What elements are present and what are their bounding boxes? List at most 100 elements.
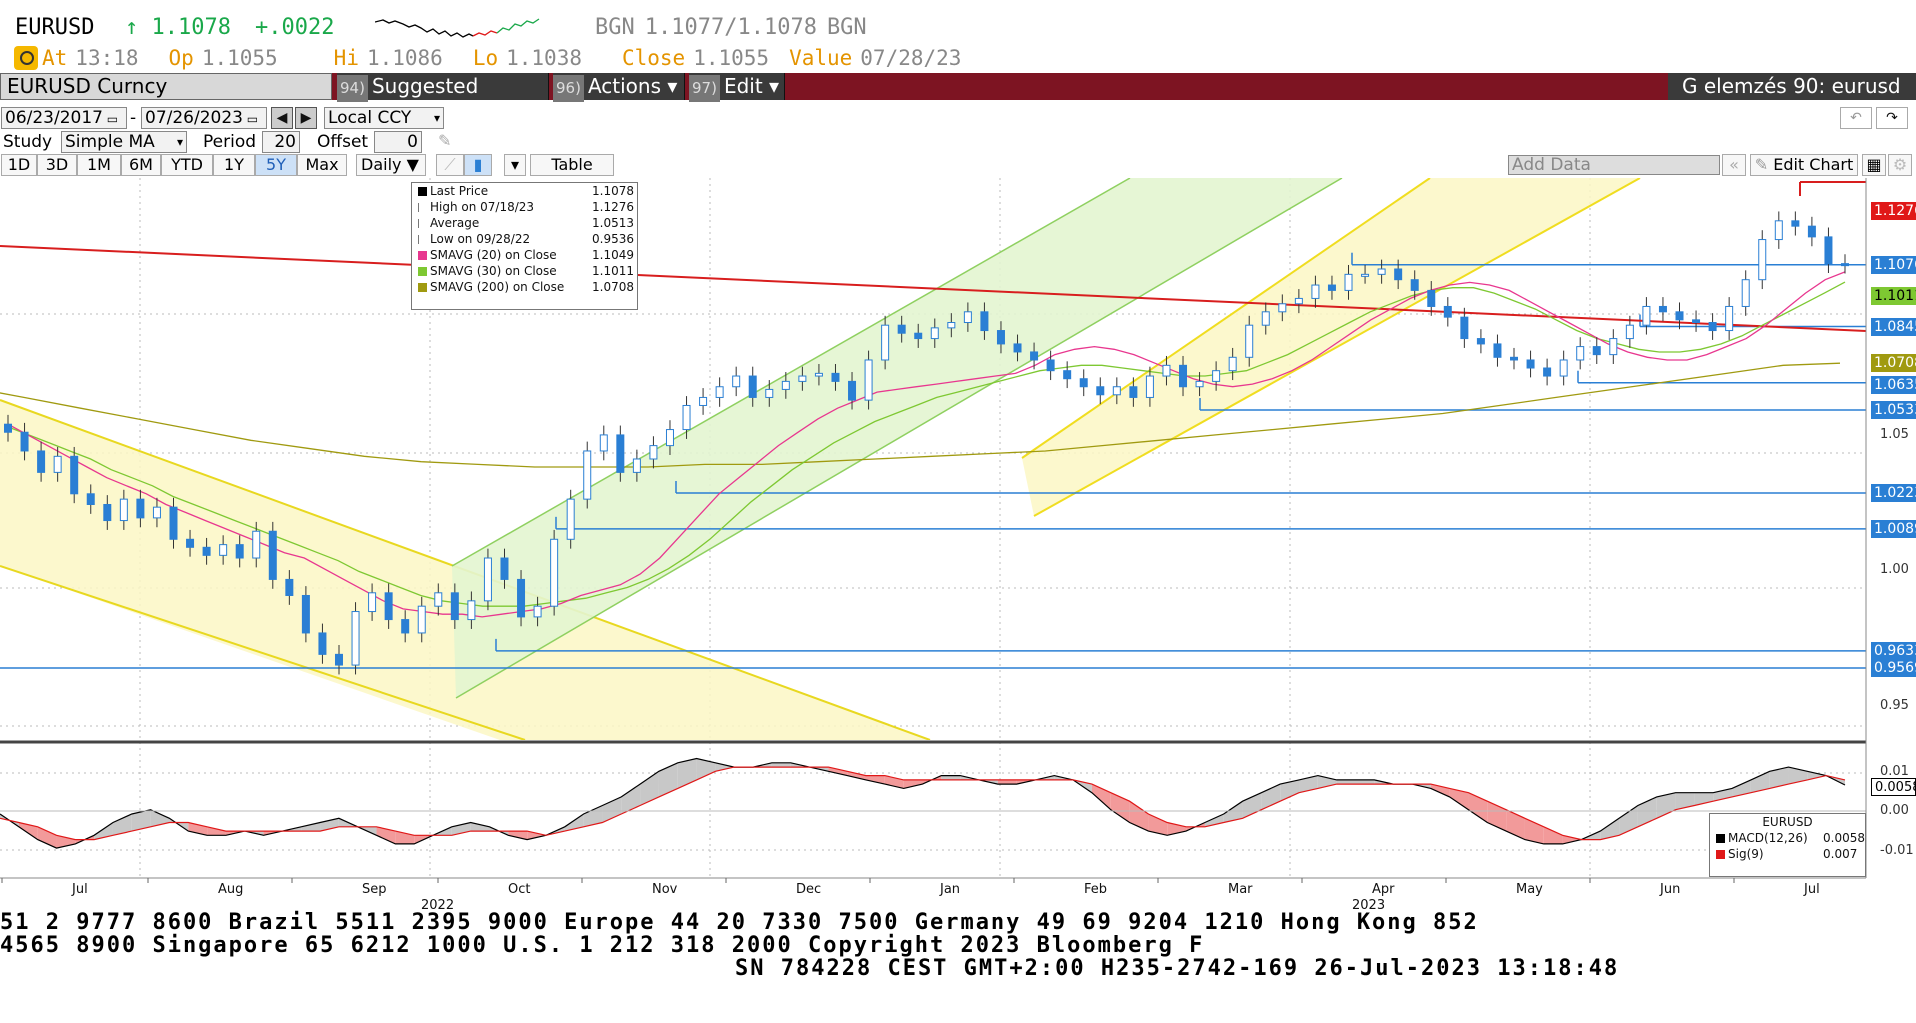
legend-item[interactable]: Low on 09/28/22 0.9536 bbox=[412, 231, 637, 247]
macd-legend[interactable]: EURUSD MACD(12,26) 0.0058 Sig(9) 0.007 bbox=[1709, 813, 1866, 877]
calendar-icon[interactable]: ▭ bbox=[102, 112, 119, 126]
currency-select[interactable]: Local CCY ▾ bbox=[324, 107, 444, 129]
range-tab-1m[interactable]: 1M bbox=[77, 154, 121, 176]
macd-fill-segment bbox=[37, 826, 57, 849]
candle-body bbox=[401, 619, 410, 634]
macd-value: 0.0058 bbox=[1823, 831, 1865, 845]
clock-icon[interactable] bbox=[14, 45, 38, 70]
high-label: Hi bbox=[333, 45, 359, 70]
candle-body bbox=[1791, 220, 1800, 227]
edit-menu[interactable]: 97) Edit ▾ bbox=[689, 73, 785, 102]
next-period-button[interactable]: ▶ bbox=[295, 107, 317, 129]
prev-period-button[interactable]: ◀ bbox=[271, 107, 293, 129]
actions-menu[interactable]: 96) Actions ▾ bbox=[553, 73, 685, 102]
legend-item[interactable]: Average 1.0513 bbox=[412, 215, 637, 231]
price-tag: 1.0089 bbox=[1871, 519, 1916, 538]
month-label: May bbox=[1516, 882, 1543, 897]
range-tab-1y[interactable]: 1Y bbox=[213, 154, 255, 176]
macd-fill-segment bbox=[470, 822, 490, 832]
candle-body bbox=[483, 557, 492, 602]
macd-fill-segment bbox=[1619, 805, 1638, 836]
candle-body bbox=[368, 592, 377, 613]
candle-body bbox=[268, 530, 277, 580]
value-date: 07/28/23 bbox=[860, 45, 962, 70]
candle-body bbox=[1013, 343, 1022, 353]
candle-body bbox=[86, 493, 95, 505]
period-input[interactable]: 20 bbox=[262, 131, 300, 153]
date-separator: - bbox=[130, 108, 137, 128]
signal-line bbox=[0, 766, 1846, 841]
redo-icon[interactable]: ↷ bbox=[1876, 107, 1908, 129]
legend-swatch bbox=[418, 267, 427, 276]
candle-body bbox=[632, 458, 641, 473]
pencil-icon[interactable]: ✎ bbox=[438, 131, 452, 150]
macd-fill-segment bbox=[150, 809, 170, 827]
range-tab-6m[interactable]: 6M bbox=[121, 154, 161, 176]
legend-item[interactable]: Last Price 1.1078 bbox=[412, 183, 637, 199]
macd-fill-segment bbox=[1468, 792, 1488, 823]
chart-legend[interactable]: Last Price 1.1078 High on 07/18/23 1.1276 Av… bbox=[411, 182, 638, 310]
bid-ask: 1.1077/1.1078 bbox=[644, 15, 817, 40]
macd-fill-segment bbox=[1769, 767, 1789, 789]
calendar-icon[interactable]: ▭ bbox=[242, 112, 259, 126]
chart-type-dropdown-icon[interactable]: ▾ bbox=[504, 154, 526, 176]
month-label: Mar bbox=[1228, 882, 1253, 897]
study-select[interactable]: Simple MA ▾ bbox=[61, 131, 187, 153]
range-tab-ytd[interactable]: YTD bbox=[161, 154, 213, 176]
candle-body bbox=[699, 396, 708, 406]
table-button[interactable]: Table bbox=[530, 154, 614, 176]
line-chart-icon[interactable]: ⟋ bbox=[436, 154, 464, 176]
candle-body bbox=[517, 578, 526, 618]
add-data-input[interactable]: Add Data bbox=[1508, 155, 1720, 175]
offset-input[interactable]: 0 bbox=[374, 131, 422, 153]
candle-body bbox=[186, 538, 195, 548]
candle-body bbox=[1460, 316, 1469, 340]
price-tag: 1.0635 bbox=[1871, 375, 1916, 394]
axis-label-macd: 0.01 bbox=[1880, 764, 1909, 779]
candle-body bbox=[1079, 378, 1088, 388]
month-label: Jul bbox=[1804, 882, 1820, 897]
legend-swatch bbox=[418, 251, 427, 260]
macd-fill-segment bbox=[18, 822, 38, 840]
range-tab-max[interactable]: Max bbox=[297, 154, 347, 176]
suggested-charts-button[interactable]: 94)Suggested Charts bbox=[337, 73, 549, 127]
price-chart[interactable] bbox=[0, 178, 1916, 888]
rising-channel-upper bbox=[451, 178, 1131, 567]
macd-fill-segment bbox=[1543, 826, 1563, 844]
candle-body bbox=[1294, 297, 1303, 305]
macd-fill-segment bbox=[1656, 792, 1676, 819]
range-tab-3d[interactable]: 3D bbox=[37, 154, 77, 176]
candle-body bbox=[1758, 239, 1767, 281]
gear-icon[interactable]: ⚙ bbox=[1888, 154, 1912, 176]
menu-number: 97) bbox=[689, 75, 720, 102]
frequency-select[interactable]: Daily ▼ bbox=[356, 154, 426, 176]
candle-body bbox=[1261, 311, 1270, 326]
macd-line bbox=[0, 757, 1846, 849]
end-date-input[interactable]: 07/26/2023 ▭ bbox=[141, 107, 267, 129]
legend-item[interactable]: High on 07/18/23 1.1276 bbox=[412, 199, 637, 215]
macd-value-tag: 0.0058 bbox=[1871, 778, 1916, 796]
candle-body bbox=[1030, 351, 1039, 361]
candle-body bbox=[4, 423, 12, 433]
chart-settings-icon[interactable]: ▦ bbox=[1862, 154, 1886, 176]
undo-icon[interactable]: ↶ bbox=[1840, 107, 1872, 129]
range-tab-1d[interactable]: 1D bbox=[1, 154, 37, 176]
macd-fill-segment bbox=[131, 809, 151, 832]
edit-chart-button[interactable]: ✎ Edit Chart bbox=[1750, 154, 1858, 176]
candle-body bbox=[417, 605, 426, 634]
collapse-icon[interactable]: « bbox=[1722, 154, 1746, 176]
macd-fill-segment bbox=[1732, 779, 1751, 797]
range-tab-5y[interactable]: 5Y bbox=[255, 154, 297, 176]
rising-yellow-lower bbox=[1033, 178, 1641, 517]
candlestick-icon[interactable]: ▮ bbox=[464, 154, 492, 176]
candle-body bbox=[500, 557, 509, 580]
start-date-input[interactable]: 06/23/2017 ▭ bbox=[1, 107, 127, 129]
value-label: Value bbox=[789, 45, 853, 70]
legend-item[interactable]: SMAVG (30) on Close 1.1011 bbox=[412, 263, 637, 279]
legend-item[interactable]: SMAVG (20) on Close 1.1049 bbox=[412, 247, 637, 263]
at-label: At bbox=[42, 45, 68, 70]
session-info: SN 784228 CEST GMT+2:00 H235-2742-169 26… bbox=[735, 956, 1620, 981]
legend-item[interactable]: SMAVG (200) on Close 1.0708 bbox=[412, 279, 637, 295]
security-field[interactable]: EURUSD Curncy bbox=[0, 73, 332, 100]
macd-fill-segment bbox=[1129, 801, 1149, 832]
